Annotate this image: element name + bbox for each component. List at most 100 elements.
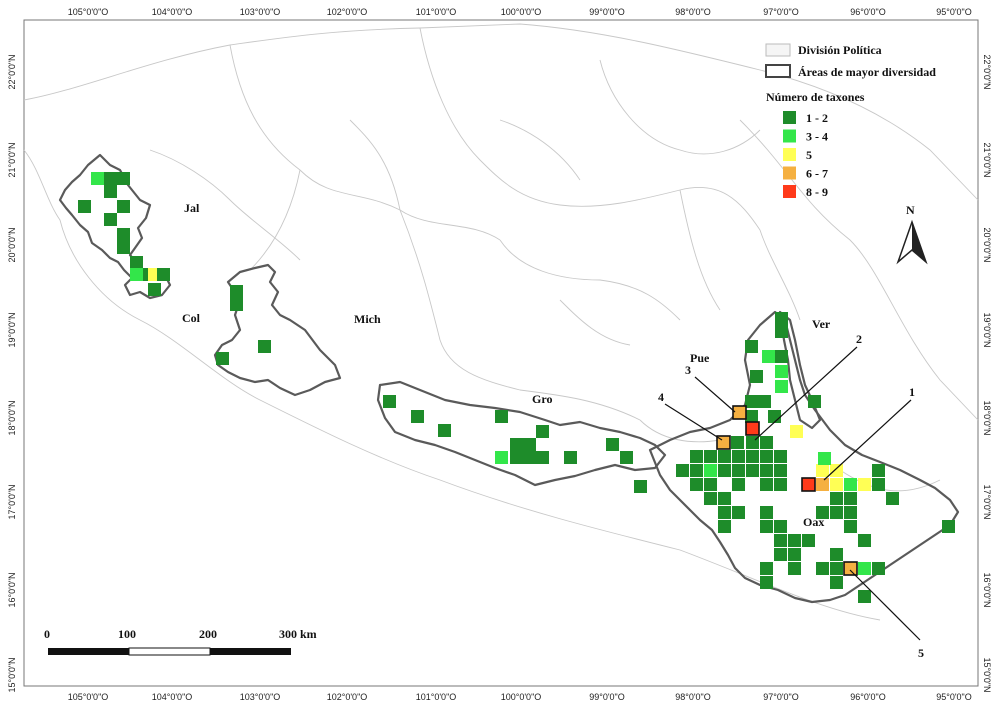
taxa-cell [886, 492, 899, 505]
longitude-tick-bottom: 103°0'0"O [240, 692, 281, 702]
taxa-cell [844, 492, 857, 505]
scale-label-200: 200 [199, 627, 217, 641]
taxa-cell [774, 478, 787, 491]
taxa-cell [858, 478, 871, 491]
taxa-cell [91, 172, 104, 185]
latitude-tick-right: 21°0'0"N [982, 142, 992, 177]
longitude-tick-top: 105°0'0"O [68, 7, 109, 17]
latitude-tick-left: 22°0'0"N [7, 54, 17, 89]
taxa-cell [117, 172, 130, 185]
legend-political-swatch [765, 43, 791, 57]
longitude-tick-bottom: 105°0'0"O [68, 692, 109, 702]
taxa-cell [762, 350, 775, 363]
taxa-cell [788, 534, 801, 547]
latitude-tick-left: 17°0'0"N [7, 484, 17, 519]
site-number-3: 3 [685, 363, 691, 377]
taxa-cell [718, 506, 731, 519]
taxa-cell [746, 464, 759, 477]
taxa-cell [802, 534, 815, 547]
state-label-col: Col [182, 311, 201, 325]
legend-class-label: 6 - 7 [806, 167, 828, 181]
longitude-tick-top: 103°0'0"O [240, 7, 281, 17]
scale-label-100: 100 [118, 627, 136, 641]
taxa-cell [830, 478, 843, 491]
legend-diversity-label: Áreas de mayor diversidad [798, 65, 936, 79]
legend-class-label: 1 - 2 [806, 111, 828, 125]
site-numbers: 1 2 3 4 5 [658, 332, 924, 660]
taxa-cell [746, 422, 759, 435]
legend-diversity-swatch [765, 64, 791, 78]
taxa-cell [760, 464, 773, 477]
longitude-tick-bottom: 97°0'0"O [763, 692, 799, 702]
taxa-cell [788, 562, 801, 575]
latitude-tick-left: 19°0'0"N [7, 312, 17, 347]
taxa-cell [230, 298, 243, 311]
taxa-cell [523, 438, 536, 451]
latitude-tick-right: 20°0'0"N [982, 227, 992, 262]
taxa-cell [718, 450, 731, 463]
longitude-tick-top: 100°0'0"O [501, 7, 542, 17]
taxa-cell [760, 436, 773, 449]
taxa-cell [510, 438, 523, 451]
taxa-cell [130, 256, 143, 269]
longitude-tick-top: 101°0'0"O [416, 7, 457, 17]
state-label-pue: Pue [690, 351, 710, 365]
site-cell-outline [745, 421, 760, 436]
taxa-cell [942, 520, 955, 533]
taxa-cell [104, 172, 117, 185]
site-cell-outline [716, 435, 731, 450]
taxa-cell [104, 185, 117, 198]
taxa-cell [768, 410, 781, 423]
taxa-cell [78, 200, 91, 213]
latitude-tick-left: 20°0'0"N [7, 227, 17, 262]
latitude-tick-left: 15°0'0"N [7, 657, 17, 692]
area-oaxaca [648, 310, 960, 604]
state-label-gro: Gro [532, 392, 552, 406]
legend-class-label: 3 - 4 [806, 130, 828, 144]
taxa-cell [816, 478, 829, 491]
taxa-cell [745, 395, 758, 408]
area-guerrero [376, 380, 667, 487]
state-label-ver: Ver [812, 317, 831, 331]
taxa-cell [872, 478, 885, 491]
legend-class-label: 5 [806, 148, 812, 162]
taxa-cell [872, 464, 885, 477]
taxa-cell [830, 506, 843, 519]
site-number-5: 5 [918, 646, 924, 660]
taxa-cell [383, 395, 396, 408]
taxa-cell [148, 283, 161, 296]
taxa-cell [816, 562, 829, 575]
taxa-cell [523, 451, 536, 464]
site-cell-outline [732, 405, 747, 420]
state-label-mich: Mich [354, 312, 381, 326]
taxa-cell [117, 228, 130, 241]
taxa-cells [78, 172, 955, 603]
taxa-cell [760, 562, 773, 575]
taxa-cell [775, 350, 788, 363]
taxa-cell [732, 506, 745, 519]
taxa-cell [816, 464, 829, 477]
scale-label-0: 0 [44, 627, 50, 641]
taxa-cell [844, 478, 857, 491]
taxa-cell [718, 492, 731, 505]
state-label-jal: Jal [184, 201, 200, 215]
taxa-cell [872, 562, 885, 575]
taxa-cell [495, 410, 508, 423]
taxa-cell [704, 492, 717, 505]
longitude-tick-bottom: 99°0'0"O [589, 692, 625, 702]
legend-class-label: 8 - 9 [806, 185, 828, 199]
legend-political-label: División Política [798, 43, 882, 57]
taxa-cell [750, 370, 763, 383]
latitude-tick-right: 18°0'0"N [982, 400, 992, 435]
latitude-tick-left: 16°0'0"N [7, 572, 17, 607]
taxa-cell [230, 285, 243, 298]
taxa-cell [858, 534, 871, 547]
taxa-cell [411, 410, 424, 423]
taxa-cell [818, 452, 831, 465]
longitude-tick-top: 95°0'0"O [936, 7, 972, 17]
taxa-cell [774, 450, 787, 463]
taxa-cell [704, 450, 717, 463]
area-veracruz-strip [778, 310, 822, 430]
area-colima [213, 263, 342, 397]
taxa-cell [438, 424, 451, 437]
